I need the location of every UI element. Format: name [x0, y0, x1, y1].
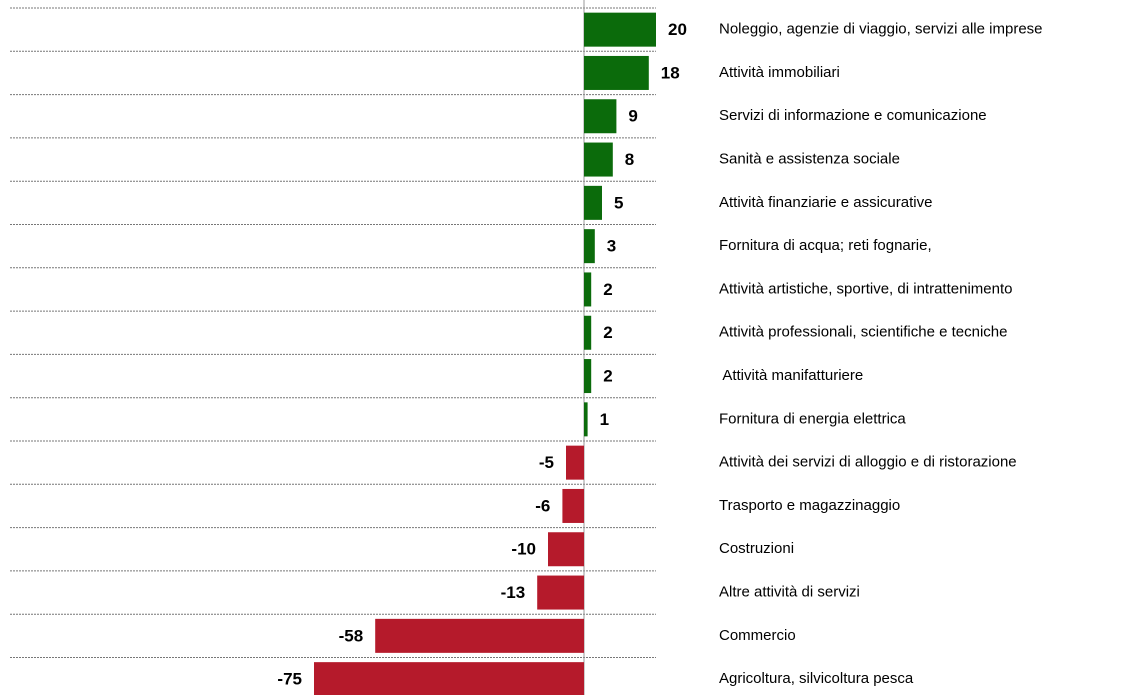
category-label: Attività artistiche, sportive, di intrat…	[719, 280, 1012, 297]
value-label: -5	[539, 453, 554, 472]
category-label: Noleggio, agenzie di viaggio, servizi al…	[719, 21, 1043, 38]
bar	[562, 488, 584, 523]
bar	[584, 359, 592, 394]
bar	[548, 532, 584, 567]
value-label: 3	[607, 237, 616, 256]
value-label: -75	[277, 670, 302, 689]
category-label: Attività dei servizi di alloggio e di ri…	[719, 454, 1017, 471]
category-label: Trasporto e magazzinaggio	[719, 497, 900, 514]
category-label: Attività manifatturiere	[719, 367, 863, 384]
bar	[584, 229, 595, 264]
bar	[537, 575, 584, 610]
value-label: 8	[625, 150, 634, 169]
value-label: 9	[628, 107, 637, 126]
value-label: 2	[603, 280, 612, 299]
value-label: 2	[603, 367, 612, 386]
value-label: -58	[339, 626, 364, 645]
category-label: Attività finanziarie e assicurative	[719, 194, 932, 211]
bar	[584, 185, 602, 220]
value-label: 2	[603, 323, 612, 342]
bar	[584, 142, 613, 177]
value-label: 18	[661, 63, 680, 82]
bar	[584, 12, 656, 47]
category-label: Fornitura di acqua; reti fognarie,	[719, 237, 932, 254]
bar	[584, 99, 617, 134]
category-label: Servizi di informazione e comunicazione	[719, 107, 987, 124]
category-label: Agricoltura, silvicoltura pesca	[719, 670, 914, 687]
value-label: -13	[501, 583, 526, 602]
category-label: Costruzioni	[719, 540, 794, 557]
value-label: 20	[668, 20, 687, 39]
bar	[584, 55, 649, 90]
bar	[584, 402, 588, 437]
bar	[375, 618, 584, 653]
category-label: Altre attività di servizi	[719, 584, 860, 601]
bar	[584, 272, 592, 307]
value-label: 5	[614, 193, 623, 212]
bar	[584, 315, 592, 350]
value-label: -6	[535, 496, 550, 515]
bar	[314, 662, 584, 695]
category-label: Attività immobiliari	[719, 64, 840, 81]
category-label: Fornitura di energia elettrica	[719, 410, 906, 427]
bar	[566, 445, 584, 480]
category-label: Attività professionali, scientifiche e t…	[719, 324, 1007, 341]
value-label: 1	[600, 410, 609, 429]
category-label: Sanità e assistenza sociale	[719, 151, 900, 168]
value-label: -10	[511, 540, 536, 559]
category-label: Commercio	[719, 627, 796, 644]
